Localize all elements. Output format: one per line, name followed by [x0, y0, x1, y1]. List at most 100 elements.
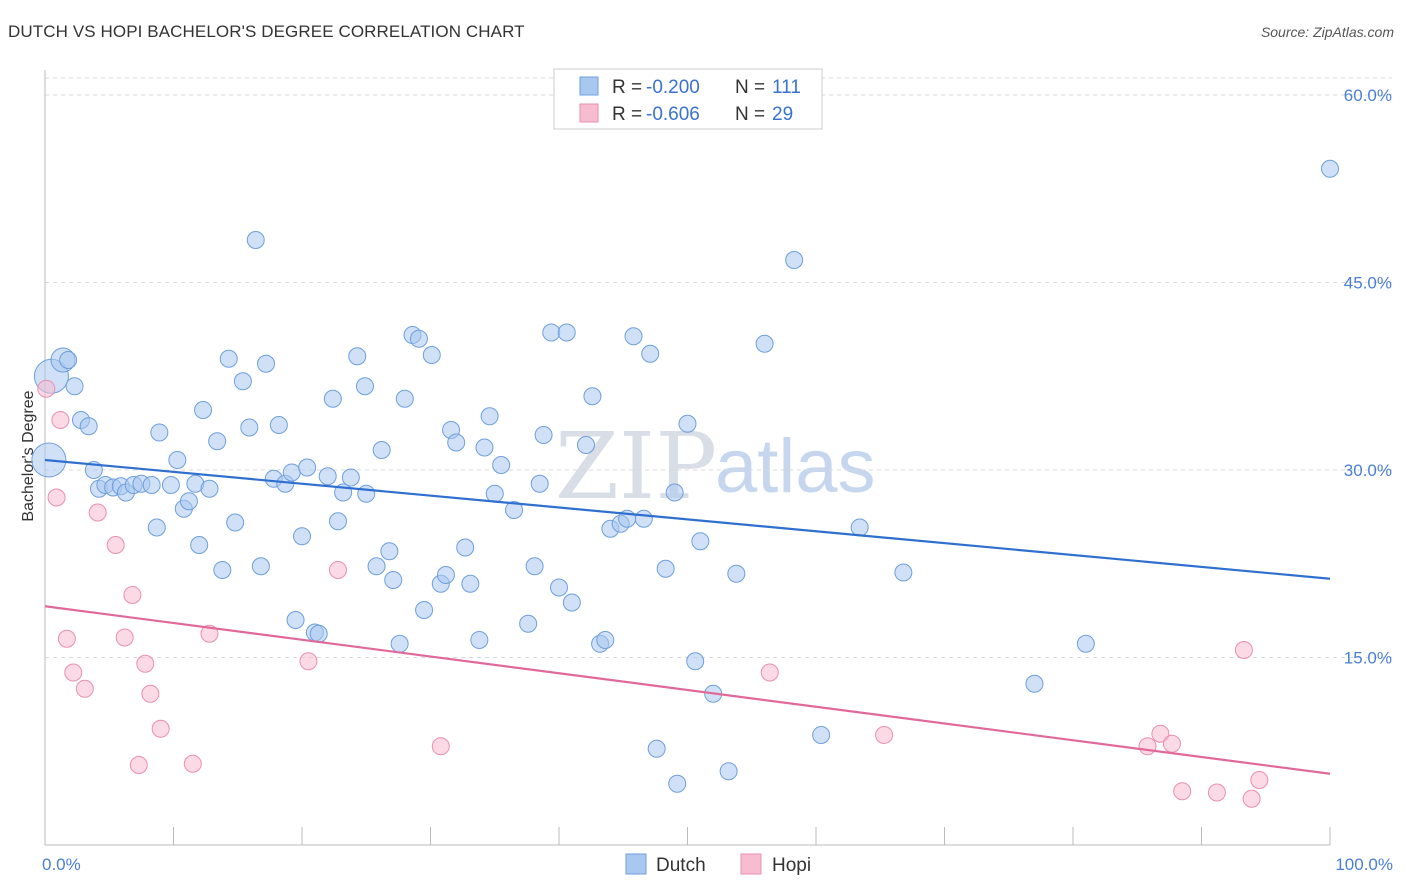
hopi-point-2	[51, 411, 70, 429]
hopi-point-19	[760, 663, 779, 682]
x-tick-label-0: 0.0%	[42, 855, 81, 874]
hopi-point-21	[1138, 737, 1157, 756]
dutch-point-3	[59, 351, 78, 369]
dutch-point-32	[246, 231, 265, 249]
hopi-n-value: 29	[772, 104, 793, 125]
dutch-point-70	[480, 407, 499, 426]
dutch-point-76	[530, 474, 549, 493]
dutch-point-104	[812, 726, 831, 744]
dutch-point-81	[562, 593, 581, 612]
dutch-point-18	[161, 476, 180, 494]
watermark: ZIP atlas	[555, 413, 876, 520]
chart-title: DUTCH VS HOPI BACHELOR'S DEGREE CORRELAT…	[8, 22, 525, 41]
dutch-point-105	[850, 518, 869, 537]
hopi-point-1	[47, 488, 66, 507]
dutch-point-50	[355, 377, 374, 396]
dutch-point-19	[168, 451, 187, 469]
hopi-point-24	[1173, 782, 1192, 801]
dutch-point-72	[492, 456, 511, 474]
hopi-point-8	[115, 628, 134, 647]
dutch-point-80	[557, 323, 576, 342]
y-axis-label: Bachelor's Degree	[20, 390, 37, 521]
dutch-point-79	[550, 578, 568, 597]
dutch-point-56	[390, 634, 409, 653]
hopi-point-20	[875, 726, 894, 744]
dutch-point-57	[395, 389, 414, 408]
dutch-point-41	[298, 458, 317, 477]
hopi-legend-swatch	[579, 103, 599, 123]
x-tick-label-1: 100.0%	[1335, 855, 1393, 874]
dutch-point-73	[505, 501, 524, 519]
hopi-point-17	[328, 561, 347, 579]
dutch-point-40	[293, 527, 311, 546]
hopi-r-label: R =	[612, 104, 642, 125]
hopi-point-23	[1162, 734, 1181, 753]
dutch-point-68	[470, 631, 489, 649]
hopi-point-25	[1207, 783, 1226, 802]
dutch-point-65	[447, 433, 466, 452]
dutch-point-27	[213, 561, 232, 579]
dutch-point-51	[357, 484, 376, 503]
dutch-point-93	[656, 559, 675, 578]
dutch-point-34	[257, 354, 276, 373]
hopi-point-26	[1234, 641, 1253, 659]
y-tick-label-3: 60.0%	[1344, 86, 1392, 105]
dutch-point-6	[79, 417, 98, 436]
dutch-point-4	[65, 377, 84, 396]
dutch-point-92	[647, 739, 666, 758]
hopi-point-9	[123, 586, 142, 604]
dutch-point-66	[456, 538, 475, 557]
dutch-point-85	[596, 631, 615, 649]
hopi-n-label: N =	[735, 104, 765, 125]
hopi-point-6	[88, 503, 107, 522]
dutch-point-109	[1321, 159, 1339, 178]
dutch-point-77	[534, 426, 553, 444]
dutch-point-89	[624, 327, 643, 346]
dutch-legend-swatch	[579, 76, 599, 96]
dutch-point-98	[691, 532, 710, 551]
trend-lines	[44, 458, 1331, 775]
y-tick-label-2: 45.0%	[1344, 274, 1392, 293]
hopi-point-22	[1151, 724, 1170, 743]
dutch-point-94	[665, 483, 684, 502]
series-legend: Dutch Hopi	[625, 853, 811, 876]
y-tick-label-1: 30.0%	[1344, 461, 1392, 480]
dutch-point-71	[485, 484, 504, 503]
dutch-point-100	[719, 762, 738, 781]
dutch-series-name: Dutch	[656, 855, 706, 876]
hopi-point-18	[431, 737, 450, 756]
hopi-point-0	[37, 379, 56, 398]
dutch-point-31	[240, 418, 259, 437]
dutch-point-82	[576, 436, 595, 454]
dutch-point-54	[380, 542, 399, 561]
dutch-point-43	[309, 624, 328, 643]
hopi-series-swatch	[740, 853, 762, 875]
dutch-point-95	[668, 774, 687, 793]
dutch-point-69	[475, 438, 494, 457]
dutch-point-39	[286, 611, 305, 629]
hopi-point-5	[75, 679, 94, 698]
dutch-point-63	[436, 566, 455, 584]
dutch-point-101	[727, 564, 746, 583]
dutch-point-53	[372, 441, 391, 459]
hopi-trend-line	[44, 605, 1331, 775]
dutch-point-49	[348, 347, 367, 366]
watermark-atlas: atlas	[715, 424, 876, 509]
dutch-point-61	[422, 346, 441, 364]
dutch-point-36	[269, 416, 288, 434]
dutch-point-29	[226, 513, 245, 532]
dutch-point-24	[194, 401, 213, 419]
dutch-point-25	[200, 479, 219, 498]
hopi-point-16	[299, 652, 318, 671]
hopi-point-13	[151, 719, 170, 738]
dutch-point-46	[328, 512, 347, 531]
dutch-point-26	[208, 432, 227, 451]
dutch-point-102	[755, 334, 774, 353]
hopi-point-7	[106, 536, 125, 554]
hopi-point-11	[136, 654, 155, 673]
dutch-point-33	[251, 557, 270, 576]
dutch-series-swatch	[625, 853, 647, 875]
dutch-point-106	[894, 563, 913, 582]
dutch-point-45	[323, 389, 342, 408]
hopi-point-10	[129, 756, 148, 774]
